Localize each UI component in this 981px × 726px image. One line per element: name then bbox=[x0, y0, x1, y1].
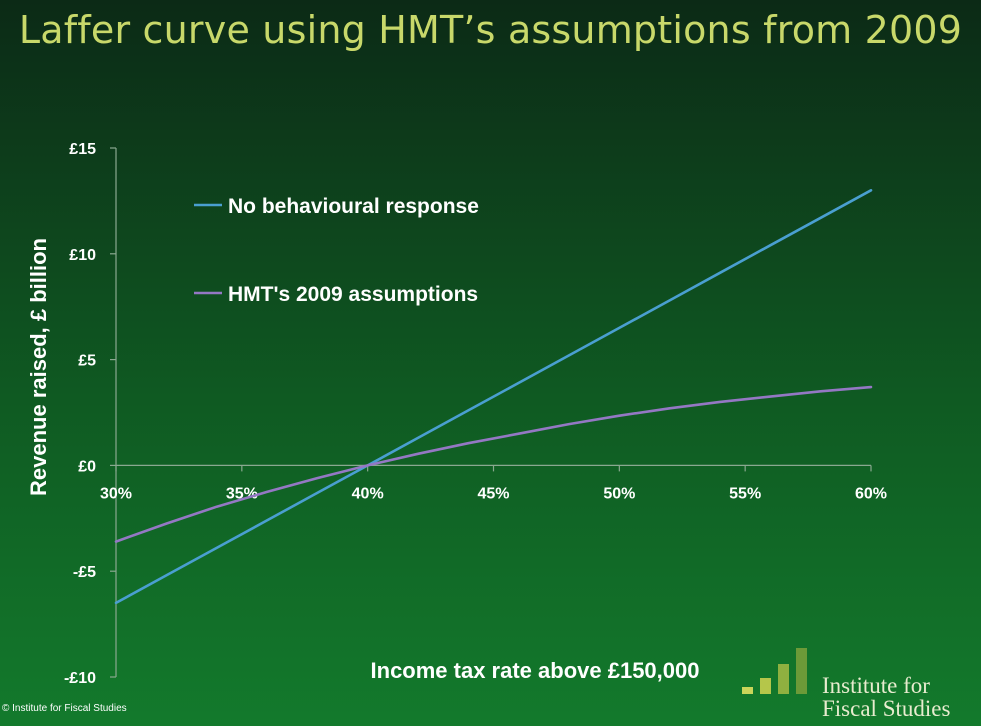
x-tick-label: 50% bbox=[603, 485, 635, 502]
legend: No behavioural response HMT's 2009 assump… bbox=[194, 195, 479, 306]
y-tick-label: -£10 bbox=[64, 670, 96, 687]
legend-label: No behavioural response bbox=[228, 195, 479, 218]
logo-bar bbox=[778, 664, 789, 694]
series-line-0 bbox=[114, 189, 873, 605]
logo-bar bbox=[742, 687, 753, 694]
x-tick-label: 30% bbox=[100, 485, 132, 502]
series-line-1 bbox=[114, 385, 873, 543]
x-tick-label: 40% bbox=[352, 485, 384, 502]
logo-text: Institute for Fiscal Studies bbox=[822, 674, 950, 720]
y-tick-label: £0 bbox=[78, 458, 96, 475]
x-axis-label: Income tax rate above £150,000 bbox=[371, 658, 700, 683]
x-tick-label: 45% bbox=[477, 485, 509, 502]
y-tick-label: -£5 bbox=[73, 564, 96, 581]
y-tick-label: £15 bbox=[69, 141, 96, 158]
x-tick-label: 60% bbox=[855, 485, 887, 502]
legend-label: HMT's 2009 assumptions bbox=[228, 283, 478, 306]
logo-line-1: Institute for bbox=[822, 673, 930, 698]
y-tick-label: £5 bbox=[78, 353, 96, 370]
x-tick-label: 55% bbox=[729, 485, 761, 502]
ifs-logo: Institute for Fiscal Studies bbox=[742, 646, 978, 722]
logo-bars-icon bbox=[742, 646, 822, 694]
y-tick-label: £10 bbox=[69, 247, 96, 264]
copyright-notice: © Institute for Fiscal Studies bbox=[2, 703, 127, 714]
logo-bar bbox=[760, 678, 771, 694]
chart-title: Laffer curve using HMT’s assumptions fro… bbox=[18, 8, 963, 52]
logo-bar bbox=[796, 648, 807, 694]
logo-line-2: Fiscal Studies bbox=[822, 696, 951, 721]
y-axis-label: Revenue raised, £ billion bbox=[26, 238, 51, 496]
series-lines bbox=[114, 189, 873, 605]
